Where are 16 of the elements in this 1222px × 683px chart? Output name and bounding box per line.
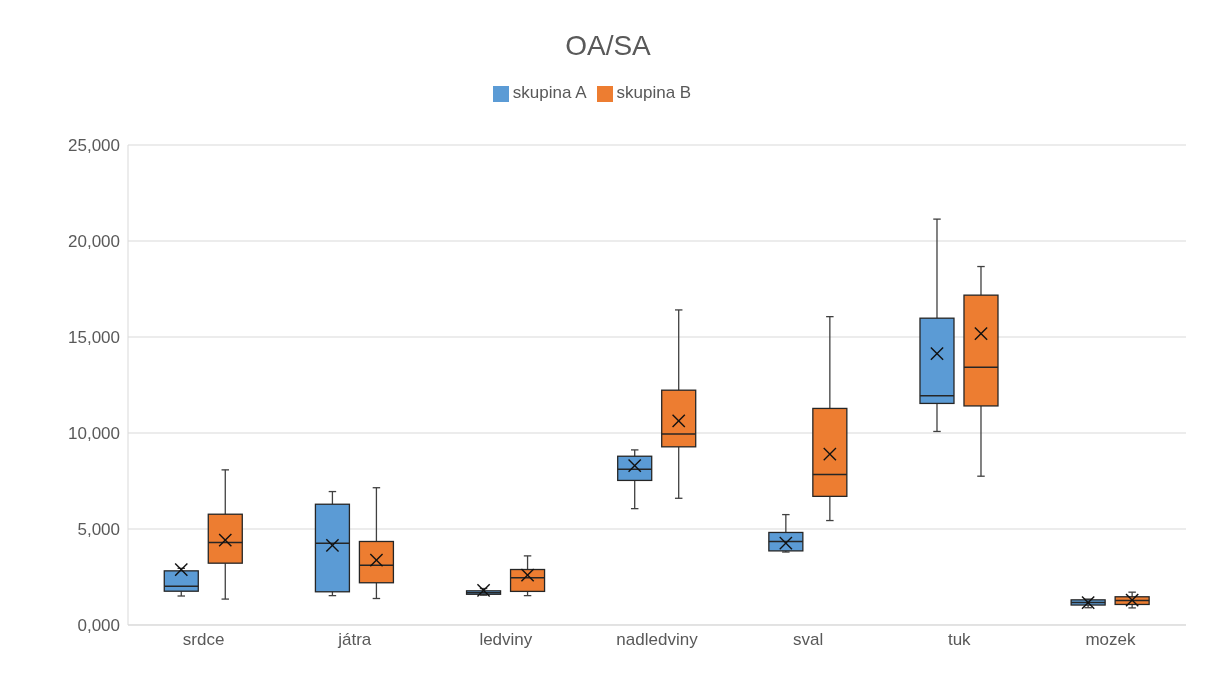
y-tick-label: 25,000 [68,136,120,156]
y-tick-label: 0,000 [77,616,120,636]
x-tick-label: ledviny [479,630,533,650]
y-tick-label: 20,000 [68,232,120,252]
chart-title: OA/SA [564,29,652,63]
x-tick-label: játra [337,630,372,650]
y-tick-label: 15,000 [68,328,120,348]
x-tick-label: nadledviny [616,630,699,650]
x-tick-label: sval [793,630,824,650]
y-tick-label: 10,000 [68,424,120,444]
x-tick-label: srdce [182,630,225,650]
legend-label: skupina B [616,83,692,102]
legend-label: skupina A [512,83,587,102]
y-tick-label: 5,000 [77,520,120,540]
x-tick-label: mozek [1085,630,1136,650]
x-tick-label: tuk [947,630,972,650]
